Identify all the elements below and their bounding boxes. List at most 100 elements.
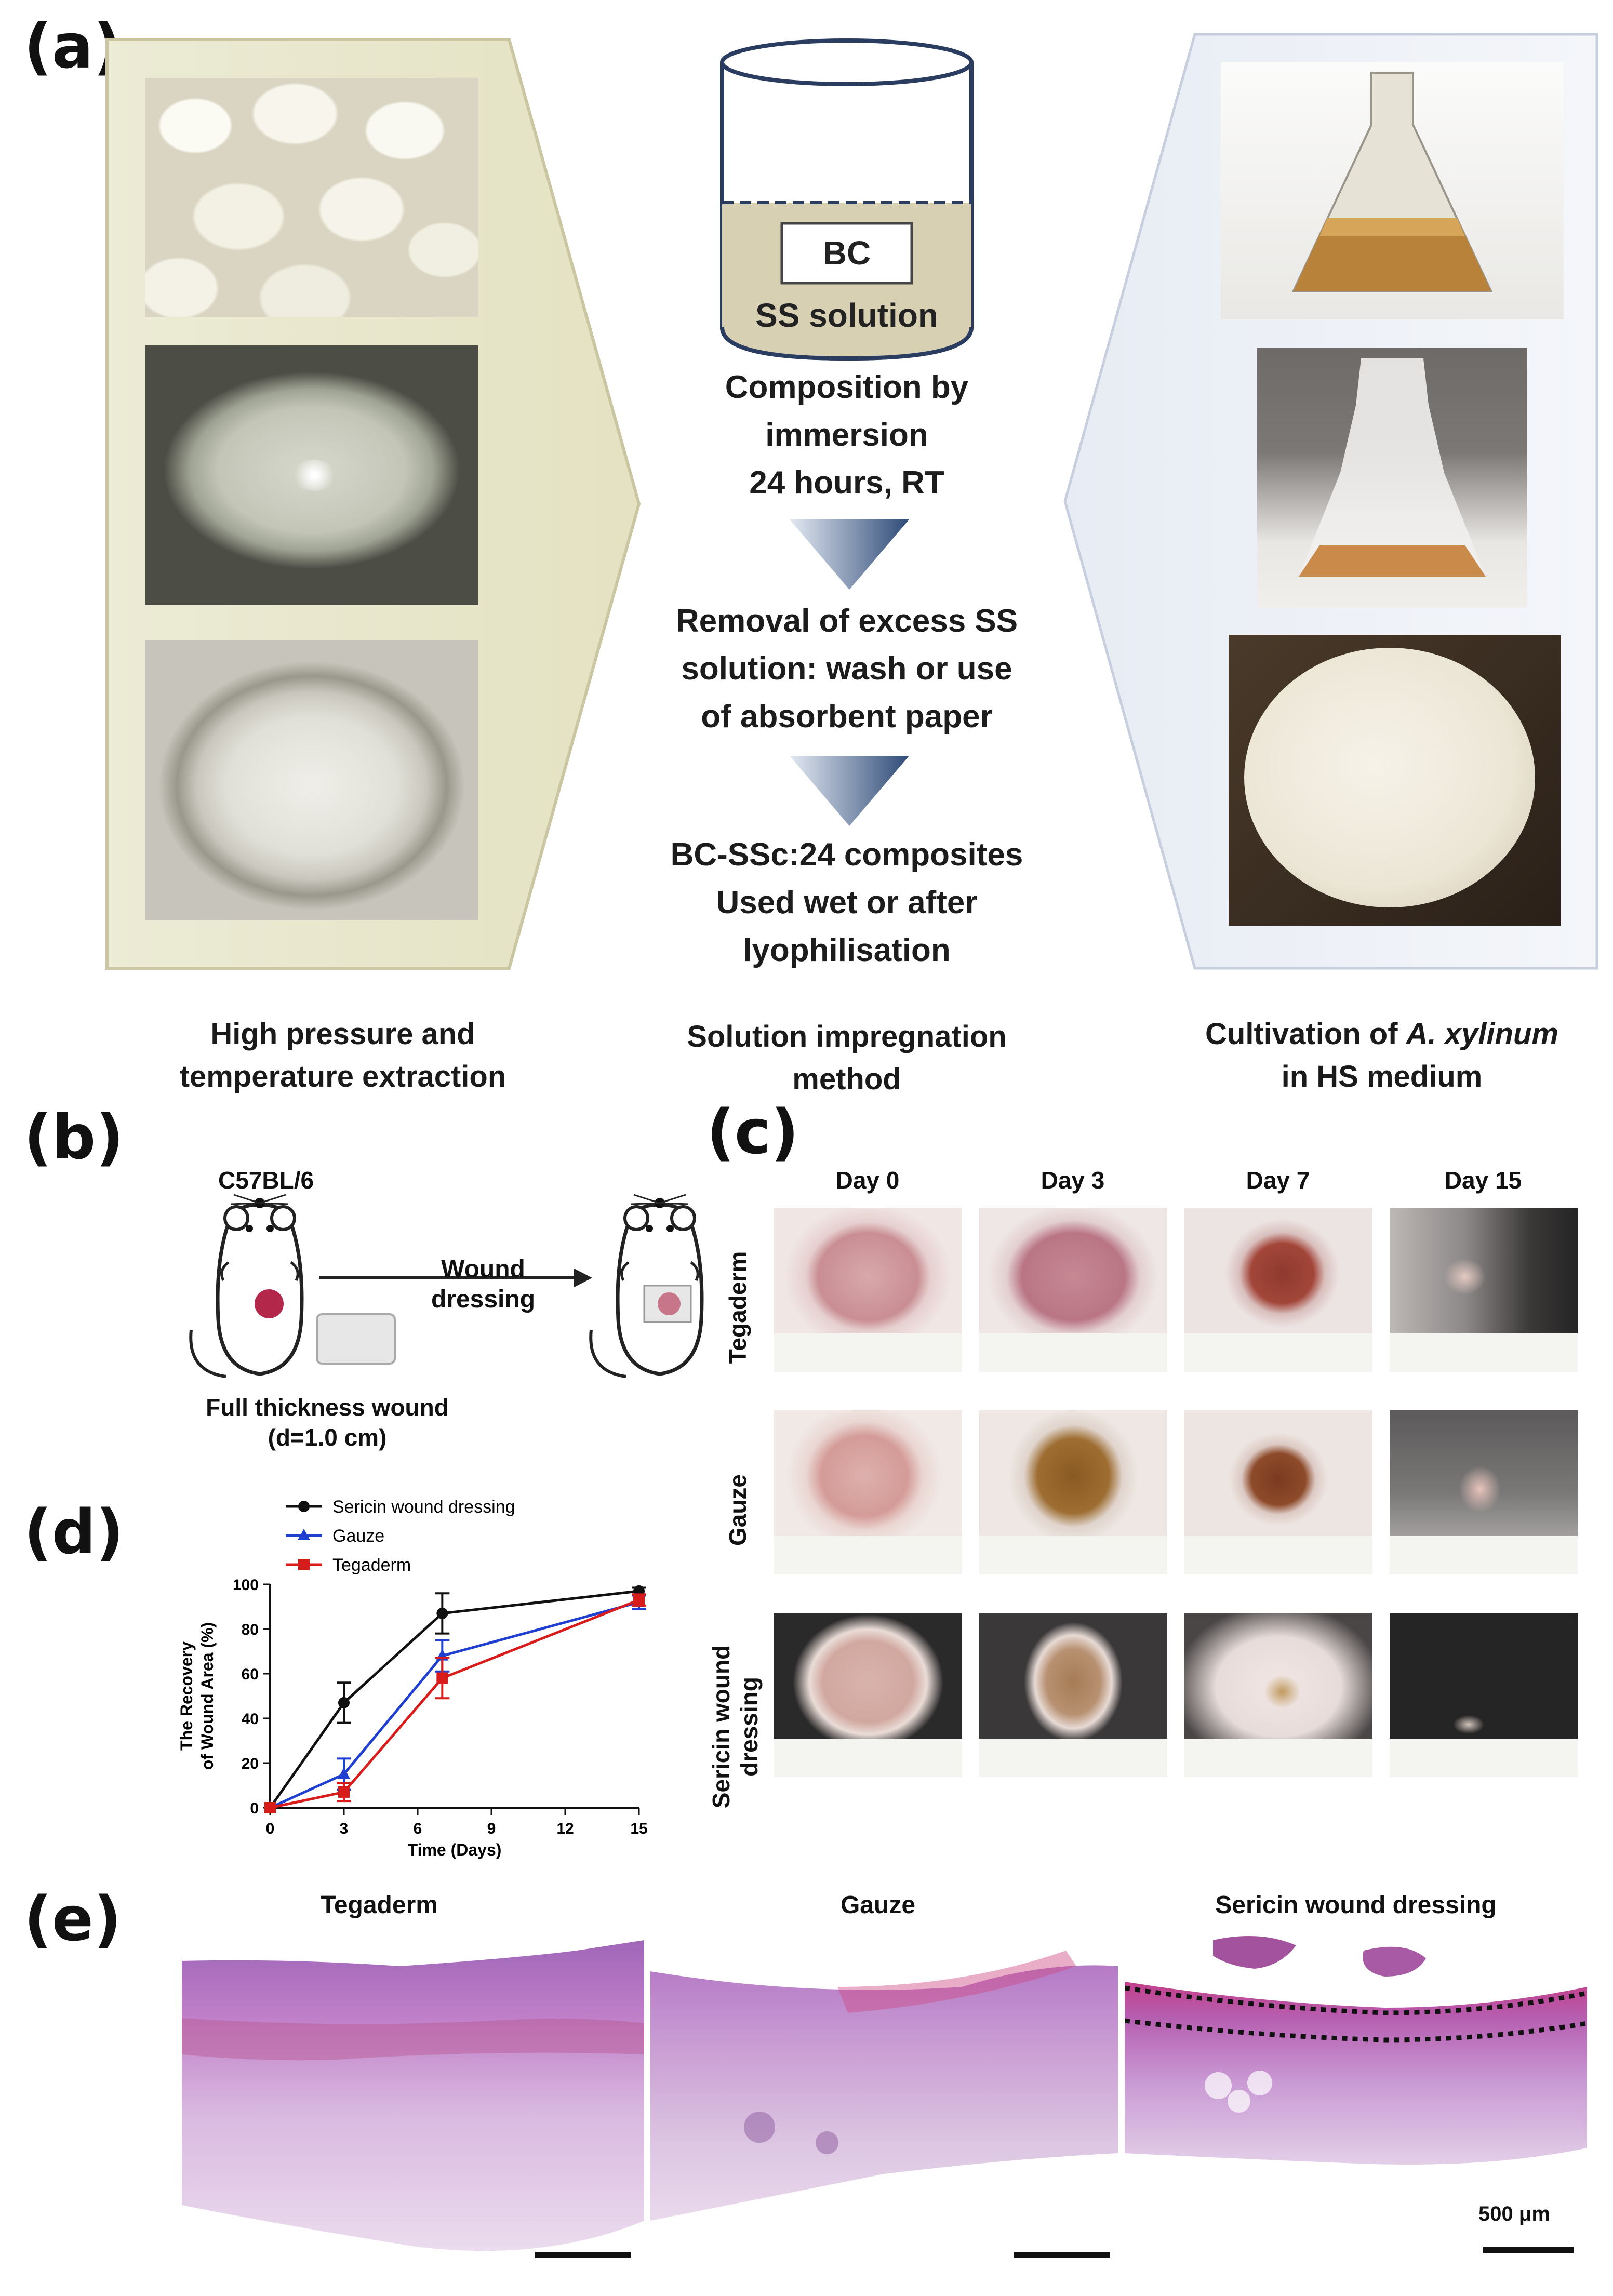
arrow-head-icon: [574, 1269, 592, 1287]
step-1-line-1: Composition by: [725, 369, 969, 405]
wound-description: Full thickness wound (d=1.0 cm): [130, 1392, 525, 1452]
row-head-sericin-line-1: Sericin wound: [708, 1645, 735, 1809]
column-head-day-0: Day 0: [835, 1167, 900, 1194]
panel-b-label: (b): [24, 1101, 124, 1173]
x-axis-label: Time (Days): [408, 1840, 502, 1859]
caption-left-line-2: temperature extraction: [179, 1060, 506, 1093]
wound-photo-tegaderm-day-3: [979, 1208, 1167, 1372]
y-tick-label: 0: [250, 1800, 259, 1817]
sericin-solution-dish-photo: [145, 345, 478, 605]
x-tick-label: 15: [630, 1820, 647, 1837]
histology-image-sericin: [1125, 1930, 1587, 2275]
step-removal: Removal of excess SS solution: wash or u…: [639, 597, 1055, 741]
series-line-2: [270, 1598, 639, 1809]
step-composites: BC-SSc:24 composites Used wet or after l…: [655, 831, 1039, 975]
histology-image-gauze: [650, 1930, 1118, 2275]
x-tick-label: 9: [487, 1820, 496, 1837]
legend-label: Gauze: [332, 1526, 384, 1546]
arrow-label: Wound dressing: [416, 1254, 551, 1315]
histology-title-gauze: Gauze: [840, 1891, 916, 1919]
y-axis-label-line: of Wound Area (%): [198, 1622, 217, 1770]
data-point: [338, 1786, 350, 1798]
sericin-powder-dish-photo: [145, 640, 478, 920]
legend-marker: [298, 1529, 310, 1540]
caption-right-species: A. xylinum: [1406, 1017, 1558, 1051]
data-point: [338, 1767, 350, 1779]
panel-a-label: (a): [24, 10, 122, 82]
row-head-gauze: Gauze: [724, 1422, 752, 1598]
panel-c-label: (c): [706, 1096, 799, 1168]
wound-description-line-1: Full thickness wound: [206, 1394, 449, 1421]
wound-photo-gauze-day-3: [979, 1410, 1167, 1574]
caption-right-prefix: Cultivation of: [1205, 1017, 1406, 1051]
wound-recovery-chart: 0 20 40 60 80 100 0 3 6 9 12 15 Time (Days) The Recov…: [177, 1497, 648, 1859]
flask-medium-photo: [1221, 62, 1564, 319]
data-point: [633, 1594, 645, 1606]
wound-photo-gauze-day-7: [1184, 1410, 1372, 1574]
histology-title-tegaderm: Tegaderm: [321, 1891, 438, 1919]
caption-cultivation: Cultivation of A. xylinum in HS medium: [1164, 1013, 1600, 1098]
x-tick-label: 0: [266, 1820, 275, 1837]
step-composition: Composition by immersion 24 hours, RT: [670, 364, 1023, 507]
wound-photo-tegaderm-day-7: [1184, 1208, 1372, 1372]
inoculated-flask-photo: [1257, 348, 1527, 608]
panel-d-label: (d): [24, 1496, 124, 1568]
step-2-line-2: solution: wash or use: [681, 651, 1012, 687]
histology-title-sericin: Sericin wound dressing: [1215, 1891, 1497, 1919]
data-point: [436, 1672, 448, 1684]
beaker-solution-label: SS solution: [755, 297, 938, 334]
column-head-day-3: Day 3: [1041, 1167, 1105, 1194]
row-head-gauze-line-1: Gauze: [724, 1474, 751, 1546]
beaker-diagram: [720, 38, 974, 361]
legend-marker: [298, 1501, 310, 1512]
panel-e-label: (e): [24, 1883, 122, 1955]
caption-right-line-2: in HS medium: [1281, 1060, 1483, 1093]
step-2-line-3: of absorbent paper: [701, 699, 993, 735]
wound-dressing-icon: [316, 1313, 396, 1365]
x-tick-label: 3: [340, 1820, 349, 1837]
wound-photo-gauze-day-0: [774, 1410, 962, 1574]
wound-photo-tegaderm-day-0: [774, 1208, 962, 1372]
mouse-icon-left: [189, 1194, 304, 1378]
step-1-line-3: 24 hours, RT: [749, 465, 944, 501]
step-1-line-2: immersion: [765, 417, 928, 453]
scale-bar-label: 500 μm: [1478, 2202, 1550, 2225]
caption-impregnation: Solution impregnation method: [639, 1016, 1055, 1101]
wound-photo-sericin-day-0: [774, 1613, 962, 1777]
down-arrow-triangle-2: [790, 756, 909, 826]
column-head-day-15: Day 15: [1444, 1167, 1522, 1194]
data-point: [264, 1802, 276, 1813]
y-tick-label: 40: [242, 1711, 259, 1728]
series-line-1: [269, 1600, 639, 1809]
wound-photo-sericin-day-3: [979, 1613, 1167, 1777]
y-axis-label-line: The Recovery: [177, 1641, 196, 1751]
step-3-line-2: Used wet or after: [716, 885, 978, 920]
series-line-0: [269, 1590, 639, 1809]
row-head-tegaderm-line-1: Tegaderm: [724, 1251, 751, 1364]
row-head-sericin-line-2: dressing: [736, 1677, 763, 1777]
y-tick-label: 20: [242, 1755, 259, 1772]
data-point: [436, 1607, 448, 1619]
mouse-icon-right: [589, 1194, 704, 1378]
mouse-strain-label: C57BL/6: [218, 1167, 314, 1194]
wound-photo-tegaderm-day-15: [1390, 1208, 1578, 1372]
step-3-line-1: BC-SSc:24 composites: [670, 837, 1023, 873]
silk-cocoons-photo: [145, 78, 478, 317]
bacterial-cellulose-membrane-photo: [1229, 635, 1561, 926]
caption-left-line-1: High pressure and: [210, 1017, 475, 1051]
legend-label: Sericin wound dressing: [332, 1497, 515, 1517]
wound-photo-sericin-day-7: [1184, 1613, 1372, 1777]
x-tick-label: 12: [556, 1820, 574, 1837]
caption-middle-line-2: method: [792, 1062, 901, 1096]
y-tick-label: 80: [242, 1621, 259, 1638]
mouse-wound-schematic: [189, 1194, 704, 1378]
column-head-day-7: Day 7: [1246, 1167, 1310, 1194]
caption-extraction: High pressure and temperature extraction: [130, 1013, 556, 1098]
beaker-bc-label: BC: [822, 234, 871, 272]
wound-description-line-2: (d=1.0 cm): [268, 1424, 387, 1451]
y-tick-label: 100: [233, 1577, 259, 1594]
step-2-line-1: Removal of excess SS: [675, 603, 1018, 639]
legend-marker: [298, 1559, 310, 1570]
caption-middle-line-1: Solution impregnation: [687, 1020, 1007, 1053]
wound-photo-sericin-day-15: [1390, 1613, 1578, 1777]
